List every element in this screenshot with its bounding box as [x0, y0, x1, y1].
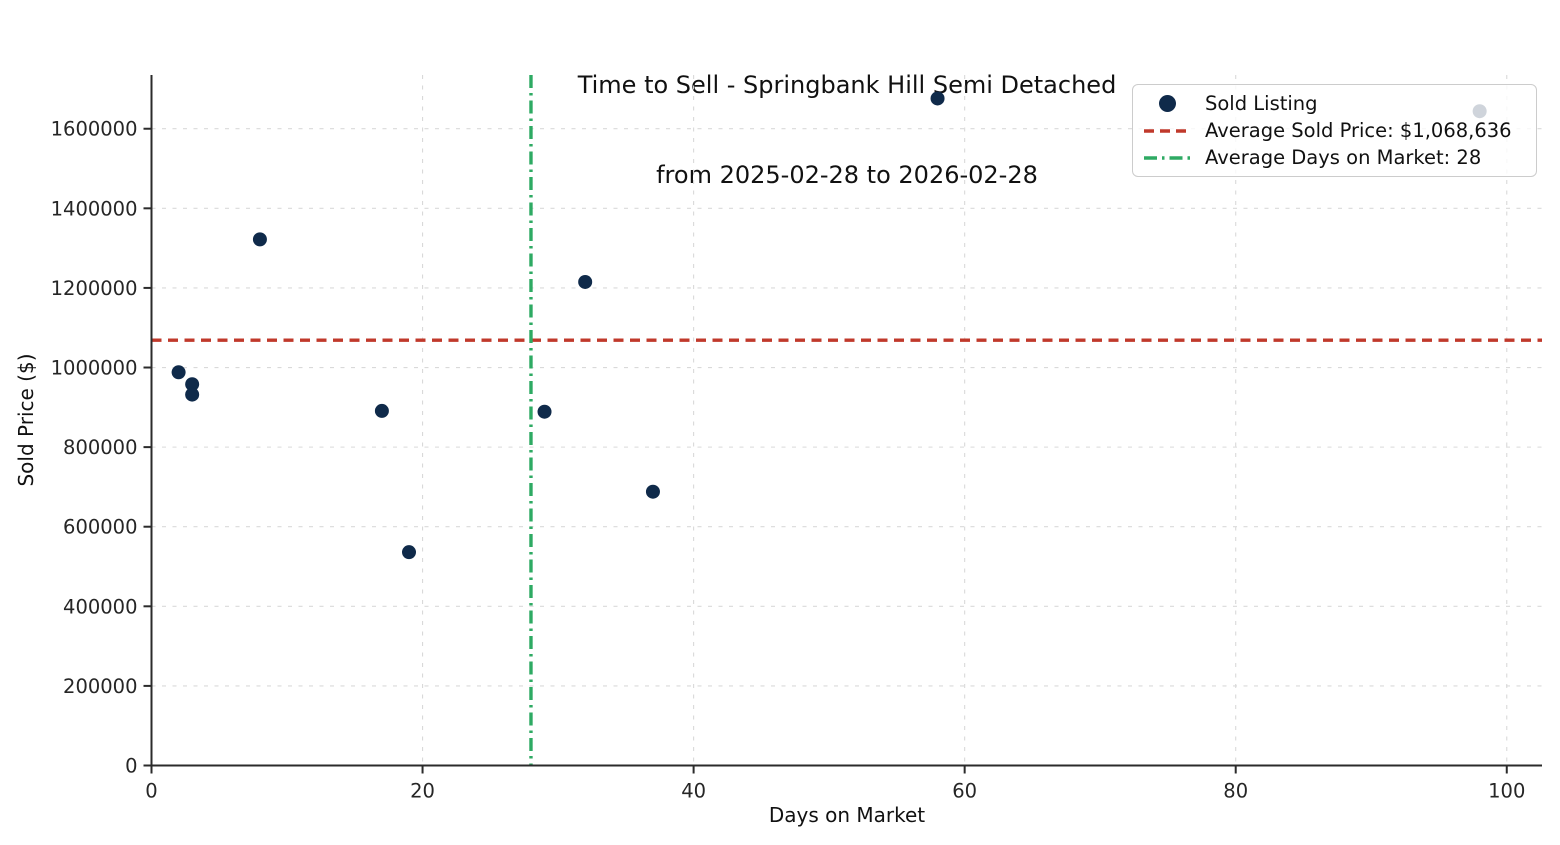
chart-title: Time to Sell - Springbank Hill Semi Deta…: [152, 10, 1542, 250]
chart-title-line2: from 2025-02-28 to 2026-02-28: [656, 161, 1038, 189]
scatter-point: [930, 91, 945, 106]
legend-marker-cell: [1141, 128, 1193, 134]
x-tick-label: 20: [410, 780, 435, 803]
legend: Sold Listing Average Sold Price: $1,068,…: [1132, 84, 1537, 177]
y-tick-label: 800000: [63, 436, 137, 459]
avg-days-dashdot-line-icon: [1144, 155, 1190, 160]
x-tick-label: 80: [1223, 780, 1248, 803]
scatter-point: [171, 365, 186, 380]
legend-marker-cell: [1141, 155, 1193, 161]
legend-label-avg-price: Average Sold Price: $1,068,636: [1205, 119, 1512, 142]
x-tick-label: 100: [1488, 780, 1525, 803]
sold-listing-dot-icon: [1158, 95, 1176, 112]
scatter-point: [252, 232, 267, 247]
legend-item-sold-listing: Sold Listing: [1141, 90, 1528, 117]
chart-title-line1: Time to Sell - Springbank Hill Semi Deta…: [577, 71, 1117, 99]
legend-marker-cell: [1141, 95, 1193, 112]
y-tick-label: 1400000: [51, 197, 138, 220]
y-tick-label: 1200000: [51, 277, 138, 300]
y-tick-label: 1600000: [51, 118, 138, 141]
scatter-point: [578, 274, 593, 289]
scatter-point: [645, 484, 660, 499]
scatter-point: [537, 404, 552, 419]
y-tick-label: 600000: [63, 516, 137, 539]
scatter-point: [185, 377, 200, 392]
legend-item-avg-days: Average Days on Market: 28: [1141, 144, 1528, 171]
y-tick-label: 400000: [63, 595, 137, 618]
x-tick-label: 40: [681, 780, 706, 803]
y-tick-label: 1000000: [51, 357, 138, 380]
legend-label-avg-days: Average Days on Market: 28: [1205, 146, 1482, 169]
legend-item-avg-price: Average Sold Price: $1,068,636: [1141, 117, 1528, 144]
avg-price-dashed-line-icon: [1144, 128, 1190, 133]
y-tick-label: 200000: [63, 675, 137, 698]
scatter-point: [402, 545, 416, 560]
scatter-point: [374, 403, 389, 418]
x-tick-label: 60: [952, 780, 977, 803]
scatter-point: [185, 387, 200, 402]
legend-label-sold-listing: Sold Listing: [1205, 92, 1318, 115]
y-axis-label: Sold Price ($): [14, 353, 38, 487]
x-axis-label: Days on Market: [768, 803, 926, 827]
y-tick-label: 0: [125, 755, 137, 778]
x-tick-label: 0: [145, 780, 157, 803]
